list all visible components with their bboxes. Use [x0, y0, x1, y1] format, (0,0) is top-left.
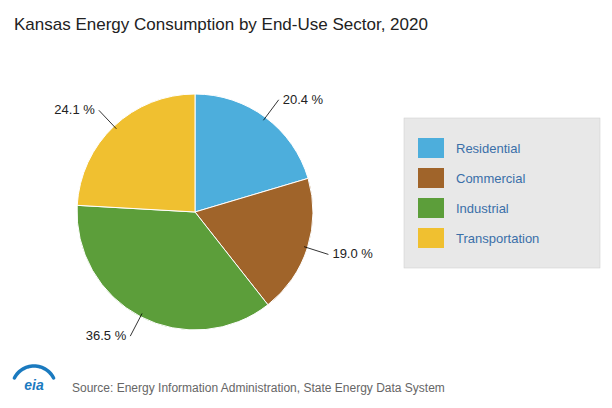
chart: Kansas Energy Consumption by End-Use Sec… [0, 0, 612, 408]
data-label: 19.0 % [332, 246, 373, 261]
data-label: 24.1 % [54, 102, 95, 117]
title: Kansas Energy Consumption by End-Use Sec… [14, 15, 428, 34]
logo-text: eia [24, 377, 44, 393]
legend-entry: Transportation [456, 231, 539, 246]
leader-line [130, 313, 142, 336]
legend-box [404, 118, 600, 268]
leader-line [304, 247, 328, 255]
leader-line [263, 100, 278, 120]
pie-slice [77, 94, 195, 212]
legend-swatch [418, 168, 444, 188]
pie [77, 94, 313, 330]
legend-entry: Commercial [456, 171, 525, 186]
legend: Residential Commercial Industrial Transport… [404, 118, 600, 268]
leader-line [99, 110, 117, 129]
data-label: 20.4 % [283, 92, 324, 107]
data-label: 36.5 % [86, 328, 127, 343]
legend-entry: Residential [456, 141, 520, 156]
legend-entry: Industrial [456, 201, 509, 216]
data-labels: 20.4 % 19.0 % 36.5 % 24.1 % [54, 92, 373, 343]
pie-slice [77, 205, 268, 330]
legend-swatch [418, 228, 444, 248]
source-note: Source: Energy Information Administratio… [72, 381, 445, 395]
legend-swatch [418, 198, 444, 218]
legend-swatch [418, 138, 444, 158]
